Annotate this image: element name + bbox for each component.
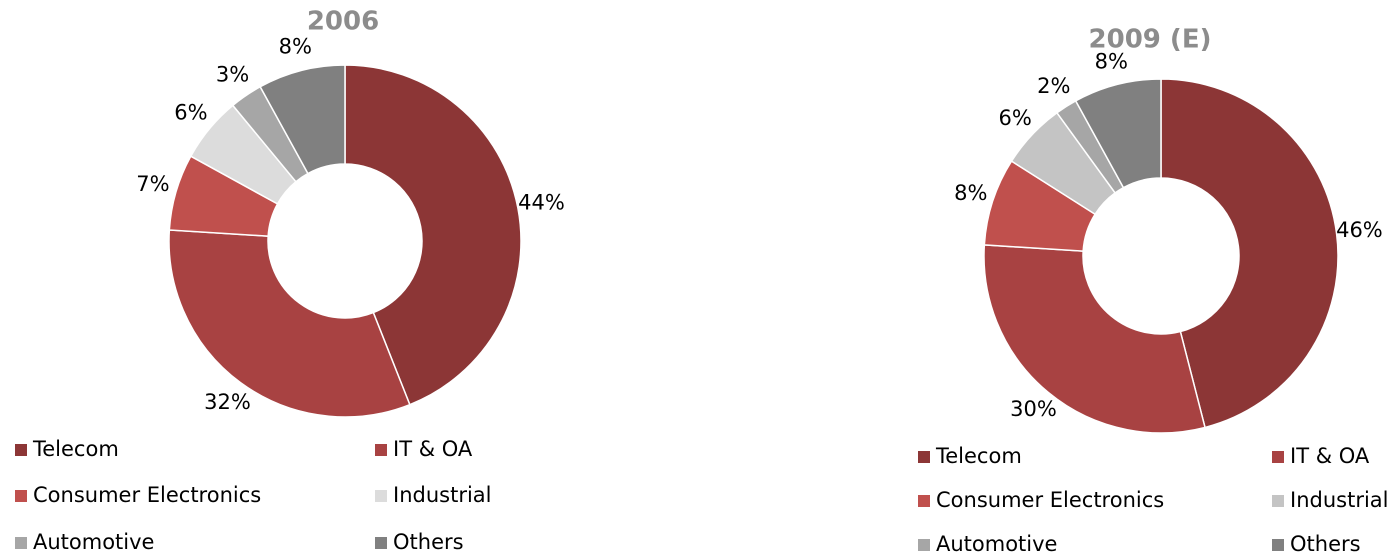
data-label: 8% (1095, 49, 1128, 73)
legend-label: Automotive (33, 530, 154, 554)
legend-swatch (1272, 451, 1284, 463)
data-label: 3% (216, 63, 249, 87)
legend-label: Telecom (32, 437, 119, 461)
legend-label: Automotive (936, 532, 1057, 556)
legend-label: IT & OA (1290, 444, 1370, 468)
legend-swatch (1272, 539, 1284, 551)
legend-swatch (918, 451, 930, 463)
data-label: 46% (1336, 218, 1383, 242)
donut-slice (168, 229, 411, 418)
data-label: 32% (204, 390, 251, 414)
legend-label: Industrial (393, 483, 492, 507)
legend-swatch (918, 495, 930, 507)
data-label: 44% (518, 191, 565, 215)
donut-slice (344, 64, 522, 406)
data-label: 6% (999, 106, 1032, 130)
legend-swatch (918, 539, 930, 551)
legend-swatch (15, 490, 27, 502)
legend-label: Others (393, 530, 464, 554)
legend-label: IT & OA (393, 437, 473, 461)
legend-label: Others (1290, 532, 1361, 556)
legend-label: Consumer Electronics (936, 488, 1164, 512)
legend-swatch (375, 444, 387, 456)
legend-swatch (15, 537, 27, 549)
data-label: 8% (954, 181, 987, 205)
chart-title: 2006 (307, 7, 379, 37)
data-label: 7% (136, 172, 169, 196)
chart-title: 2009 (E) (1089, 25, 1212, 55)
legend-label: Consumer Electronics (33, 483, 261, 507)
legend-swatch (375, 537, 387, 549)
legend-swatch (375, 490, 387, 502)
legend-label: Telecom (935, 444, 1022, 468)
donut-slice (1074, 78, 1162, 189)
data-label: 2% (1037, 74, 1070, 98)
donut-slice (259, 64, 346, 175)
data-label: 30% (1010, 397, 1057, 421)
legend-swatch (1272, 495, 1284, 507)
data-label: 8% (279, 34, 312, 58)
legend-swatch (15, 444, 27, 456)
legend-label: Industrial (1290, 488, 1389, 512)
donut-slice (1160, 78, 1339, 429)
donut-slice (983, 244, 1206, 434)
data-label: 6% (174, 101, 207, 125)
